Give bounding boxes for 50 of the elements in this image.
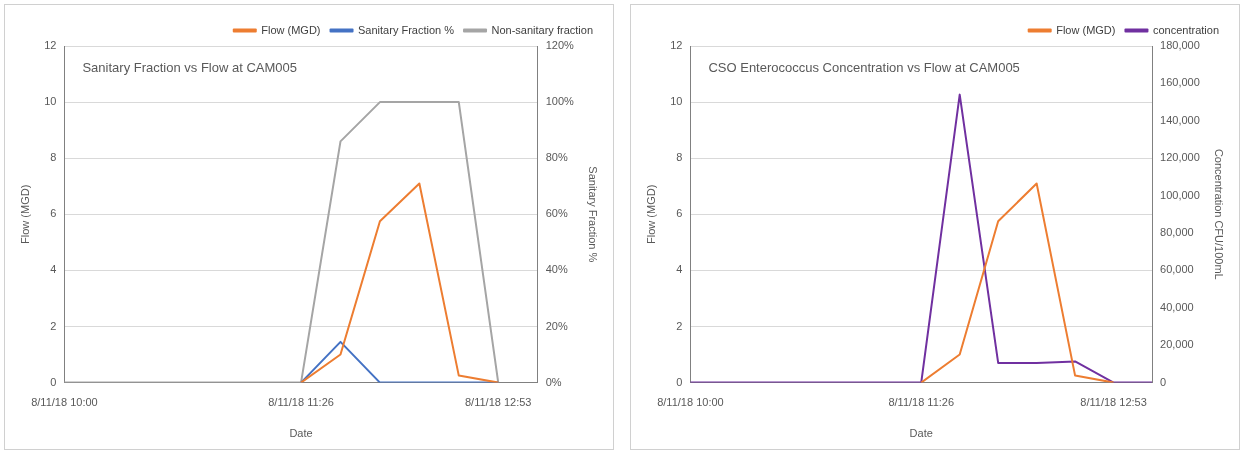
y2-tick-label: 160,000 (1160, 76, 1200, 89)
legend-label: concentration (1152, 23, 1219, 36)
y-tick-label: 8 (50, 151, 57, 164)
legend-label: Flow (MGD) (1056, 23, 1116, 36)
y-tick-label: 10 (44, 95, 57, 108)
y2-tick-label: 100% (545, 95, 575, 108)
y2-tick-label: 120% (545, 39, 575, 52)
text: CSO Enterococcus Concentration vs Flow at CAM005 (708, 59, 1020, 75)
y2-tick-label: 0% (545, 375, 562, 388)
y-tick-label: 6 (676, 207, 683, 220)
x-axis-title: Date (909, 427, 933, 440)
y2-axis-title: Sanitary Fraction % (587, 166, 600, 263)
y2-tick-label: 100,000 (1160, 188, 1200, 201)
y-tick-label: 4 (676, 263, 683, 276)
y2-tick-label: 120,000 (1160, 151, 1200, 164)
y2-tick-label: 60% (545, 207, 568, 220)
y2-tick-label: 80% (545, 151, 568, 164)
y-tick-label: 2 (676, 319, 683, 332)
legend-label: Non-sanitary fraction (491, 23, 594, 36)
y2-tick-label: 180,000 (1160, 39, 1200, 52)
y2-tick-label: 40% (545, 263, 568, 276)
y2-tick-label: 140,000 (1160, 113, 1200, 126)
y2-tick-label: 40,000 (1160, 300, 1194, 313)
y-tick-label: 2 (50, 319, 57, 332)
y-tick-label: 4 (50, 263, 57, 276)
legend-label: Flow (MGD) (261, 23, 321, 36)
y-tick-label: 10 (670, 95, 683, 108)
y-tick-label: 0 (50, 375, 57, 388)
y2-tick-label: 20,000 (1160, 338, 1194, 351)
x-tick-label: 8/11/18 12:53 (465, 396, 532, 409)
y-tick-label: 12 (44, 39, 57, 52)
y-tick-label: 0 (676, 375, 683, 388)
text: Sanitary Fraction vs Flow at CAM005 (82, 59, 298, 75)
y-tick-label: 12 (670, 39, 683, 52)
x-tick-label: 8/11/18 12:53 (1080, 396, 1147, 409)
x-tick-label: 8/11/18 10:00 (31, 396, 98, 409)
x-axis-title: Date (289, 427, 313, 440)
y-axis-title: Flow (MGD) (644, 184, 657, 244)
x-tick-label: 8/11/18 10:00 (657, 396, 724, 409)
y2-tick-label: 60,000 (1160, 263, 1194, 276)
x-tick-label: 8/11/18 11:26 (268, 396, 334, 409)
y2-axis-title: Concentration CFU/100mL (1213, 148, 1226, 280)
y2-tick-label: 80,000 (1160, 226, 1194, 239)
y2-tick-label: 0 (1160, 375, 1167, 388)
x-tick-label: 8/11/18 11:26 (888, 396, 955, 409)
y-tick-label: 8 (676, 151, 683, 164)
y2-tick-label: 20% (545, 319, 568, 332)
y-axis-title: Flow (MGD) (18, 184, 31, 244)
legend-label: Sanitary Fraction % (358, 23, 455, 36)
y-tick-label: 6 (50, 207, 57, 220)
